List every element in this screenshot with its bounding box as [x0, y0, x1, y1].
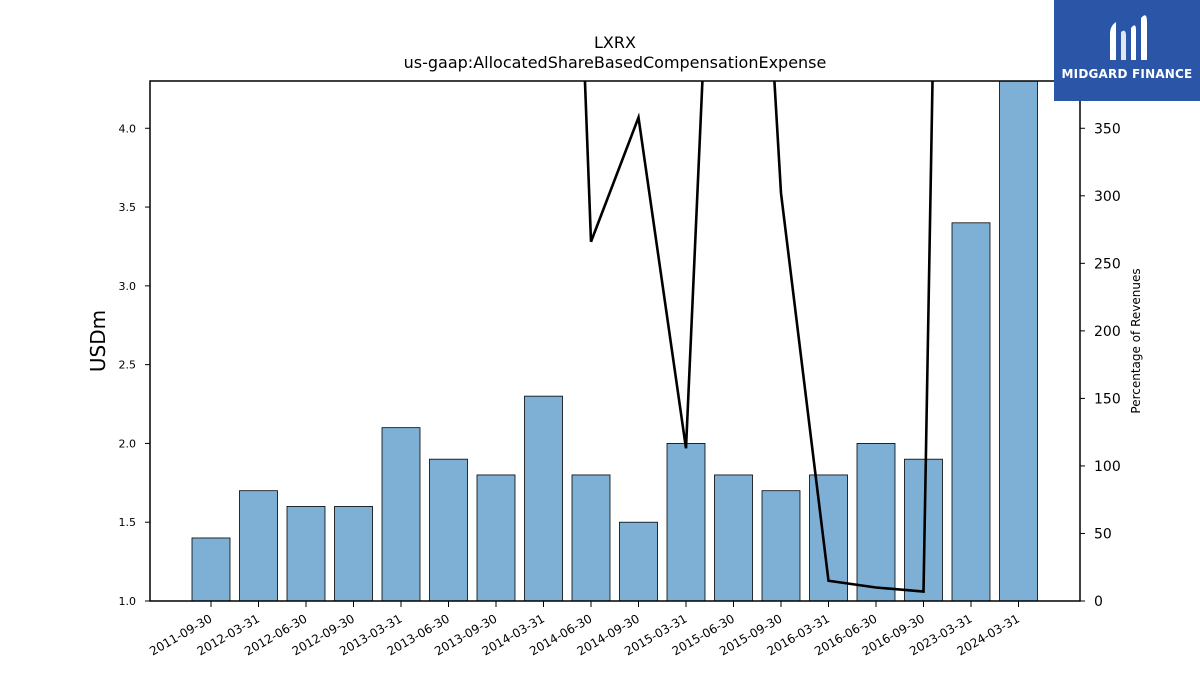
y-tick-label: 1.5 — [119, 516, 137, 529]
y-right-tick-label: 150 — [1094, 391, 1121, 407]
y-tick-label: 2.5 — [119, 359, 137, 372]
y-tick-label: 4.0 — [119, 122, 137, 135]
bar-2024-03-31 — [999, 80, 1038, 602]
bar-2012-09-30 — [334, 506, 373, 602]
bar-2023-03-31 — [951, 222, 991, 602]
y-tick-label: 1.0 — [119, 595, 137, 608]
brand-logo: MIDGARD FINANCE — [1054, 0, 1200, 101]
y-tick-label: 3.0 — [119, 280, 137, 293]
y-right-tick-label: 50 — [1094, 526, 1112, 542]
bar-2016-06-30 — [856, 443, 896, 602]
bar-2013-06-30 — [429, 458, 468, 602]
y-tick-label: 2.0 — [119, 437, 137, 450]
right-axis: 0 50 100 150 200 250 300 350 — [1080, 121, 1121, 610]
bar-series — [191, 80, 1038, 602]
y-tick-label: 3.5 — [119, 201, 137, 214]
bar-2013-03-31 — [381, 427, 421, 602]
chart-title: LXRX — [594, 33, 636, 52]
bar-2014-06-30 — [571, 474, 611, 602]
bar-2015-03-31 — [666, 443, 706, 602]
x-axis: 2011-09-302012-03-312012-06-302012-09-30… — [147, 601, 1022, 658]
chart-subtitle: us-gaap:AllocatedShareBasedCompensationE… — [404, 53, 827, 72]
logo-text: MIDGARD FINANCE — [1061, 67, 1193, 81]
bar-2015-09-30 — [761, 490, 801, 602]
bar-2014-09-30 — [619, 521, 658, 602]
y-right-tick-label: 350 — [1094, 121, 1121, 137]
y-right-tick-label: 250 — [1094, 256, 1121, 272]
percentage-line — [583, 81, 934, 593]
y-axis-label-right: Percentage of Revenues — [1129, 268, 1143, 413]
bar-2013-09-30 — [476, 474, 516, 602]
y-right-tick-label: 200 — [1094, 324, 1121, 340]
bar-2012-06-30 — [286, 506, 326, 602]
y-right-tick-label: 100 — [1094, 459, 1121, 475]
logo-mark-icon — [1110, 15, 1147, 60]
y-right-tick-label: 300 — [1094, 189, 1121, 205]
bar-2015-06-30 — [714, 474, 753, 602]
bar-2012-03-31 — [239, 490, 278, 602]
left-axis: 1.0 1.5 2.0 2.5 3.0 3.5 4.0 — [119, 122, 150, 608]
plot-frame — [149, 80, 1081, 602]
y-right-tick-label: 0 — [1094, 594, 1103, 610]
line-series — [583, 81, 934, 593]
bar-2011-09-30 — [191, 537, 231, 602]
bar-2014-03-31 — [524, 395, 563, 602]
y-axis-label: USDm — [86, 310, 110, 372]
